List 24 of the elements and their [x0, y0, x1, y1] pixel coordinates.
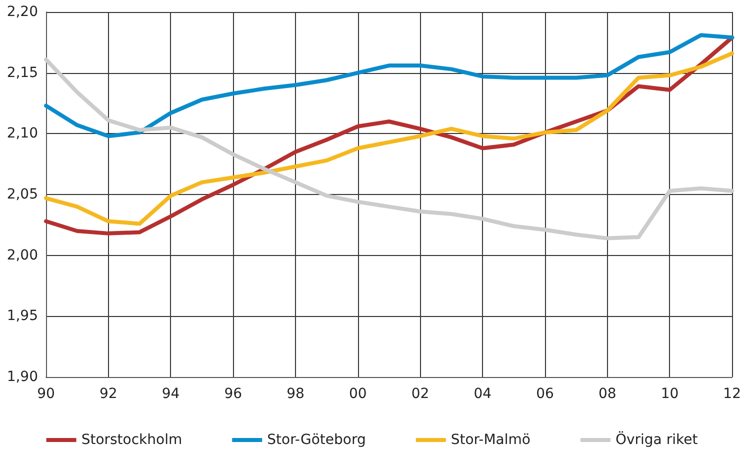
legend-label: Övriga riket [615, 431, 698, 448]
x-tick-label: 00 [348, 386, 367, 402]
x-tick-label: 06 [536, 386, 554, 402]
y-tick-label: 1,95 [6, 308, 38, 324]
y-tick-label: 2,05 [6, 186, 38, 202]
x-tick-label: 02 [411, 386, 430, 402]
legend-label: Stor-Malmö [450, 432, 530, 448]
legend-label: Storstockholm [81, 432, 182, 448]
x-tick-label: 12 [723, 386, 742, 402]
y-tick-label: 1,90 [6, 369, 38, 385]
x-tick-label: 90 [37, 386, 55, 402]
x-tick-label: 08 [598, 386, 616, 402]
x-tick-label: 96 [224, 386, 242, 402]
x-tick-label: 04 [474, 386, 492, 402]
x-tick-label: 10 [660, 386, 679, 402]
line-series [44, 33, 734, 138]
y-tick-label: 2,15 [6, 64, 38, 81]
x-tick-label: 98 [286, 386, 304, 402]
legend-label: Stor-Göteborg [267, 432, 366, 448]
x-tick-label: 94 [162, 386, 180, 402]
y-tick-label: 2,20 [6, 4, 38, 20]
x-tick-label: 92 [99, 386, 118, 402]
y-tick-label: 2,10 [6, 126, 38, 142]
y-tick-label: 2,00 [6, 247, 38, 264]
